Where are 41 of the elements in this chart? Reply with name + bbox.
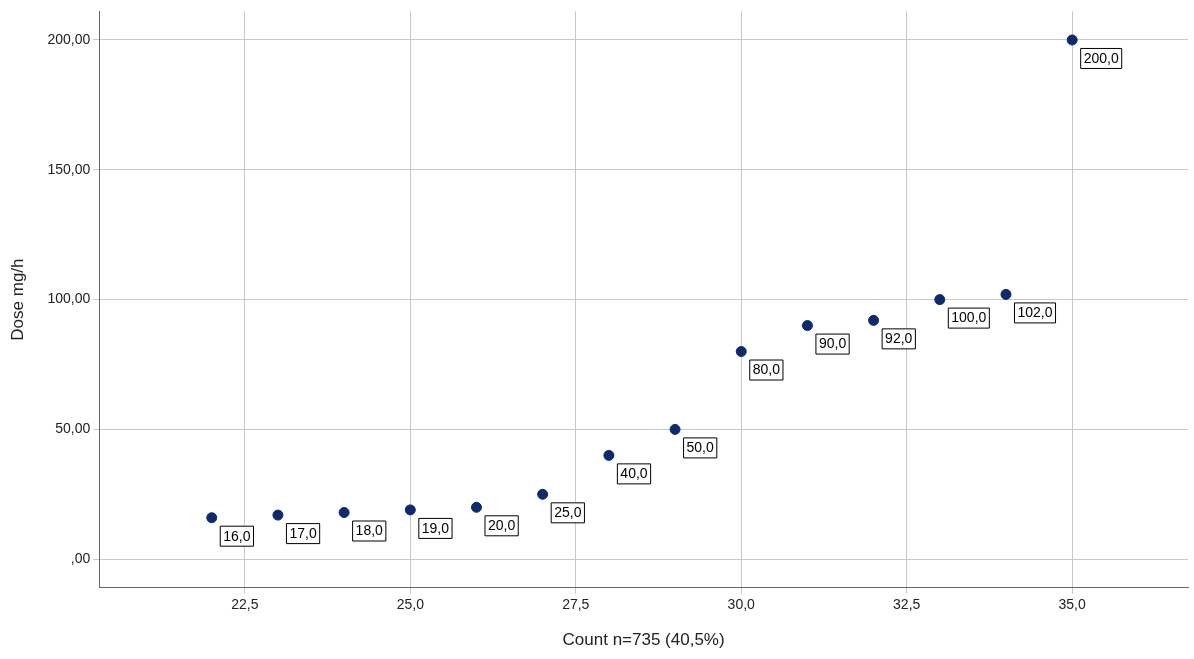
x-tick-label: 22,5 [231, 596, 259, 613]
point [470, 501, 482, 513]
x-tick-label: 30,0 [727, 596, 756, 613]
data-label: 17,0 [289, 524, 317, 541]
data-label: 80,0 [752, 361, 781, 378]
y-axis-title: Dose mg/h [7, 258, 27, 341]
data-label: 90,0 [818, 335, 847, 352]
data-label: 50,0 [686, 439, 715, 456]
x-tick-label: 25,0 [396, 596, 425, 613]
data-label: 16,0 [223, 527, 251, 544]
y-tick-label: 50,00 [55, 420, 91, 437]
x-tick-label: 32,5 [893, 596, 921, 613]
point [735, 346, 747, 358]
point [603, 449, 615, 461]
point [272, 509, 284, 521]
point [669, 423, 681, 435]
point [1066, 34, 1078, 46]
point [934, 294, 946, 306]
y-tick-label: ,00 [70, 550, 91, 567]
y-tick-label: 100,00 [47, 290, 91, 307]
data-label: 200,0 [1083, 49, 1119, 66]
data-label: 100,0 [951, 309, 987, 326]
y-tick-label: 150,00 [47, 160, 91, 177]
x-tick-label: 27,5 [562, 596, 590, 613]
point [801, 320, 813, 332]
point [338, 507, 350, 519]
point [404, 504, 416, 516]
data-label: 40,0 [620, 465, 648, 482]
data-label: 25,0 [554, 504, 582, 521]
data-label: 19,0 [421, 519, 450, 536]
data-label: 102,0 [1017, 304, 1053, 321]
data-label: 92,0 [885, 330, 913, 347]
data-label: 18,0 [355, 522, 384, 539]
point [537, 488, 549, 500]
data-label: 20,0 [487, 517, 516, 534]
point [868, 314, 880, 326]
x-axis-title: Count n=735 (40,5%) [562, 630, 725, 650]
point [206, 512, 218, 524]
x-tick-label: 35,0 [1058, 596, 1087, 613]
point [1000, 288, 1012, 300]
y-tick-label: 200,00 [47, 30, 91, 47]
